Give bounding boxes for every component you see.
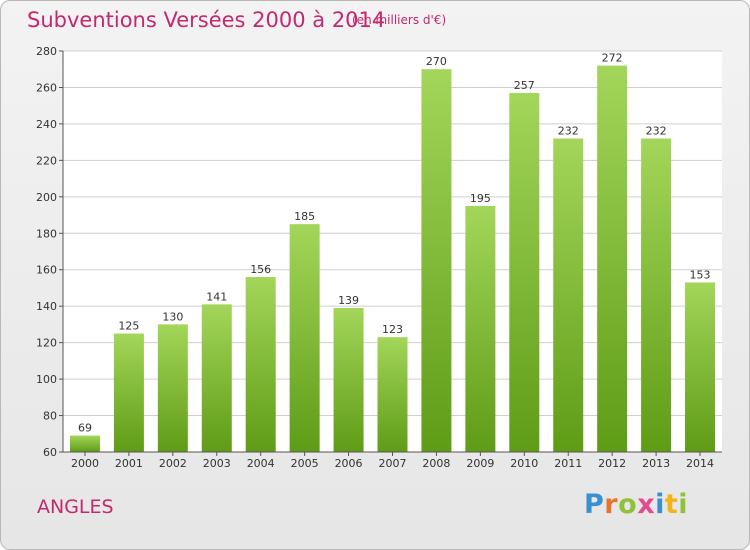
bar-2010 (509, 92, 540, 452)
x-tick-label-2009: 2009 (466, 457, 494, 470)
data-label-2010: 257 (514, 79, 535, 92)
data-label-2009: 195 (470, 192, 491, 205)
commune-name: ANGLES (37, 496, 114, 518)
bar-2011 (553, 138, 584, 452)
bar-2004 (245, 277, 276, 452)
x-tick-label-2010: 2010 (510, 457, 538, 470)
y-tick-label: 100 (36, 373, 57, 386)
bar-2013 (641, 138, 672, 452)
bar-2005 (289, 224, 320, 452)
data-label-2014: 153 (690, 268, 711, 281)
bar-2012 (597, 65, 628, 452)
x-tick-label-2007: 2007 (379, 457, 407, 470)
data-label-2006: 139 (338, 294, 359, 307)
data-label-2008: 270 (426, 55, 447, 68)
proxiti-logo: Proxiti (584, 489, 689, 520)
x-tick-label-2012: 2012 (598, 457, 626, 470)
y-tick-label: 260 (36, 81, 57, 94)
chart-title: Subventions Versées 2000 à 2014 (27, 8, 386, 32)
x-tick-label-2008: 2008 (422, 457, 450, 470)
bar-2014 (685, 282, 716, 452)
bar-2006 (333, 308, 364, 452)
y-tick-label: 160 (36, 264, 57, 277)
y-tick-label: 220 (36, 154, 57, 167)
bar-2003 (201, 304, 232, 452)
x-tick-label-2002: 2002 (159, 457, 187, 470)
bar-2008 (421, 69, 452, 453)
data-label-2002: 130 (162, 310, 183, 323)
data-label-2000: 69 (78, 422, 92, 435)
chart-subtitle: (en milliers d'€) (352, 13, 447, 27)
data-label-2001: 125 (118, 320, 139, 333)
y-tick-label: 140 (36, 300, 57, 313)
bar-2001 (113, 333, 144, 452)
bars: 69 125 130 141 156 185 139 123 270 195 257 232 272 23… (69, 52, 716, 453)
bar-2000 (69, 435, 100, 452)
axes: 60 80 100 120 140 160 180 200 220 240 260 280 2000 20… (36, 45, 722, 470)
data-label-2003: 141 (206, 290, 227, 303)
x-tick-label-2011: 2011 (554, 457, 582, 470)
data-label-2011: 232 (558, 124, 579, 137)
data-label-2004: 156 (250, 263, 271, 276)
x-tick-label-2000: 2000 (71, 457, 99, 470)
x-tick-label-2003: 2003 (203, 457, 231, 470)
bar-2002 (157, 324, 188, 452)
x-tick-label-2001: 2001 (115, 457, 143, 470)
data-label-2012: 272 (602, 52, 623, 65)
data-label-2013: 232 (646, 124, 667, 137)
x-tick-label-2005: 2005 (291, 457, 319, 470)
x-tick-label-2013: 2013 (642, 457, 670, 470)
x-tick-label-2004: 2004 (247, 457, 275, 470)
y-tick-label: 180 (36, 227, 57, 240)
y-tick-label: 60 (43, 446, 57, 459)
y-tick-label: 240 (36, 118, 57, 131)
x-tick-label-2006: 2006 (335, 457, 363, 470)
bar-2009 (465, 205, 496, 452)
y-tick-label: 200 (36, 191, 57, 204)
data-label-2007: 123 (382, 323, 403, 336)
x-tick-label-2014: 2014 (686, 457, 714, 470)
y-tick-label: 120 (36, 337, 57, 350)
bar-2007 (377, 337, 408, 452)
y-tick-label: 280 (36, 45, 57, 58)
data-label-2005: 185 (294, 210, 315, 223)
y-tick-label: 80 (43, 410, 57, 423)
